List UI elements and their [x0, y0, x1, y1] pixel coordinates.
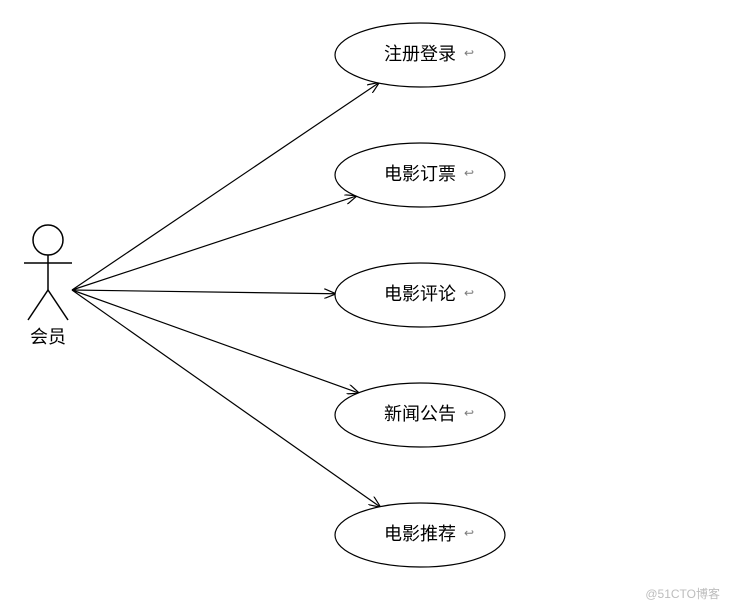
actor-leg-right — [48, 290, 68, 320]
associations — [72, 83, 380, 507]
use-cases: 注册登录 ↩ 电影订票 ↩ 电影评论 ↩ 新闻公告 ↩ 电影推荐 ↩ — [335, 23, 505, 567]
return-mark-icon: ↩ — [464, 406, 474, 420]
usecase-label-movie-review: 电影评论 — [384, 284, 456, 304]
watermark: @51CTO博客 — [645, 586, 720, 601]
actor-member: 会员 — [24, 225, 72, 347]
actor-label: 会员 — [30, 327, 66, 347]
return-mark-icon: ↩ — [464, 526, 474, 540]
actor-leg-left — [28, 290, 48, 320]
usecase-label-news-notice: 新闻公告 — [384, 404, 456, 424]
association-movie-booking — [72, 196, 356, 290]
return-mark-icon: ↩ — [464, 286, 474, 300]
usecase-label-register-login: 注册登录 — [384, 44, 456, 64]
return-mark-icon: ↩ — [464, 166, 474, 180]
association-movie-recommend — [72, 290, 380, 507]
association-movie-review — [72, 290, 335, 294]
usecase-label-movie-booking: 电影订票 — [384, 164, 456, 184]
association-register-login — [72, 83, 379, 290]
actor-head — [33, 225, 63, 255]
use-case-diagram: 会员 注册登录 ↩ 电影订票 ↩ 电影评论 ↩ 新闻公告 ↩ 电影推荐 ↩ @51CTO博客 — [0, 0, 730, 606]
usecase-label-movie-recommend: 电影推荐 — [384, 524, 456, 544]
return-mark-icon: ↩ — [464, 46, 474, 60]
association-news-notice — [72, 290, 359, 393]
